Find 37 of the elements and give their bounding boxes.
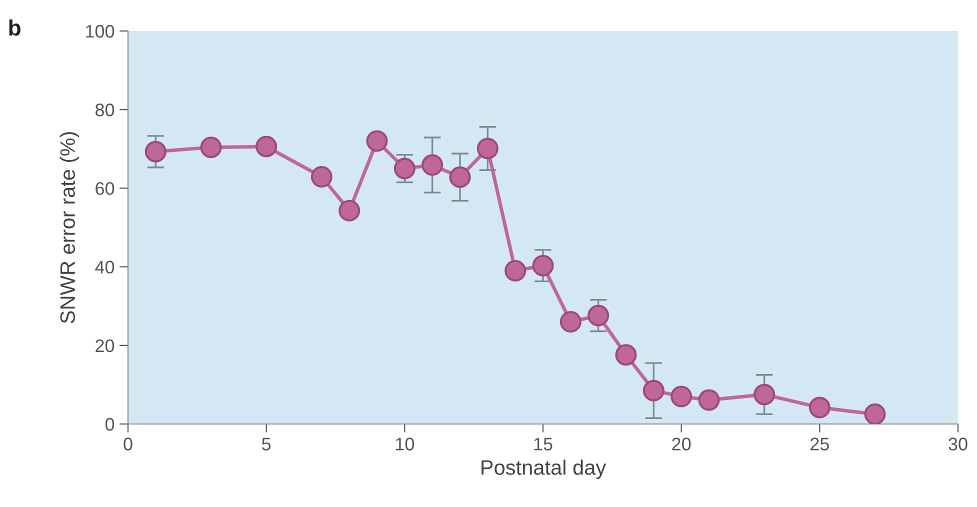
point (200, 136, 222, 158)
point (449, 166, 471, 188)
x-tick-label: 0 (124, 438, 132, 450)
point (476, 138, 498, 160)
point (615, 344, 637, 366)
point (532, 254, 554, 276)
x-tick-label: 30 (948, 438, 968, 450)
point (310, 166, 332, 188)
x-tick-label: 5 (262, 438, 271, 450)
point (144, 140, 166, 162)
point (698, 389, 720, 411)
y-tick-label: 100 (86, 24, 114, 38)
x-tick-label: 20 (672, 438, 691, 450)
x-tick-label: 10 (396, 438, 414, 450)
point (670, 386, 692, 408)
y-tick-label: 60 (96, 182, 114, 195)
point (754, 384, 776, 406)
point (366, 130, 388, 152)
point (394, 158, 416, 180)
y-axis-title: SNWR error rate (%) (60, 132, 80, 324)
x-tick-label: 25 (810, 438, 829, 450)
y-tick-label: 0 (105, 418, 114, 431)
point (504, 260, 526, 282)
point (560, 311, 582, 333)
point (256, 136, 278, 158)
x-axis-title: Postnatal day (482, 460, 606, 479)
point (808, 396, 830, 418)
point (642, 380, 664, 402)
point (338, 200, 360, 222)
point (864, 403, 886, 424)
point (422, 154, 444, 176)
y-tick-label: 20 (96, 339, 114, 352)
point (588, 304, 610, 326)
y-tick-label: 40 (95, 260, 114, 274)
x-tick-label: 15 (534, 438, 552, 450)
text: b (9, 19, 20, 36)
y-tick-label: 80 (96, 104, 114, 116)
